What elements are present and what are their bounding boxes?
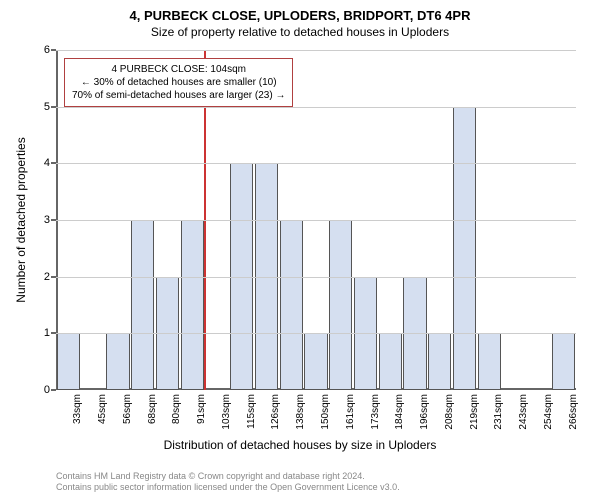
x-tick-label: 184sqm [394,394,405,430]
x-tick-label: 33sqm [72,394,83,424]
x-tick-label: 103sqm [221,394,232,430]
annotation-line1: 4 PURBECK CLOSE: 104sqm [72,63,285,76]
annotation-box: 4 PURBECK CLOSE: 104sqm ← 30% of detache… [64,58,293,107]
y-tick-mark [51,49,56,51]
x-tick-label: 231sqm [493,394,504,430]
y-axis-label: Number of detached properties [14,137,28,302]
x-tick-label: 45sqm [97,394,108,424]
y-tick-label: 4 [44,157,50,169]
x-tick-label: 115sqm [246,394,257,429]
x-tick-label: 219sqm [469,394,480,430]
x-tick-label: 173sqm [370,394,381,430]
y-tick-mark [51,389,56,391]
x-tick-label: 56sqm [122,394,133,424]
bar [478,333,501,390]
chart-container: 4, PURBECK CLOSE, UPLODERS, BRIDPORT, DT… [0,0,600,500]
grid-line [56,333,576,334]
grid-line [56,163,576,164]
x-tick-label: 126sqm [270,394,281,430]
chart-title-main: 4, PURBECK CLOSE, UPLODERS, BRIDPORT, DT… [0,0,600,23]
bar [280,220,303,390]
x-tick-label: 68sqm [147,394,158,424]
x-tick-label: 91sqm [196,394,207,424]
grid-line [56,277,576,278]
bar [552,333,575,390]
bar [304,333,327,390]
x-tick-label: 138sqm [295,394,306,430]
x-tick-label: 161sqm [345,394,356,430]
chart-title-sub: Size of property relative to detached ho… [0,23,600,39]
y-tick-label: 0 [44,384,50,396]
bar [428,333,451,390]
y-tick-mark [51,276,56,278]
bar [453,107,476,390]
x-tick-label: 208sqm [444,394,455,430]
grid-line [56,50,576,51]
footer-line2: Contains public sector information licen… [56,482,400,494]
x-tick-label: 150sqm [320,394,331,430]
y-tick-label: 6 [44,44,50,56]
x-tick-label: 80sqm [171,394,182,424]
bar [379,333,402,390]
y-tick-label: 5 [44,101,50,113]
grid-line [56,107,576,108]
bar [131,220,154,390]
y-tick-mark [51,332,56,334]
y-tick-label: 3 [44,214,50,226]
y-tick-label: 1 [44,327,50,339]
y-tick-mark [51,219,56,221]
grid-line [56,220,576,221]
x-tick-label: 196sqm [419,394,430,430]
x-tick-label: 266sqm [568,394,579,430]
annotation-line3: 70% of semi-detached houses are larger (… [72,89,285,102]
y-tick-mark [51,162,56,164]
y-tick-label: 2 [44,271,50,283]
bar [181,220,204,390]
plot-area: 4 PURBECK CLOSE: 104sqm ← 30% of detache… [56,50,576,390]
bar [329,220,352,390]
x-tick-label: 243sqm [518,394,529,430]
y-tick-mark [51,106,56,108]
x-axis-label: Distribution of detached houses by size … [0,438,600,452]
annotation-line2: ← 30% of detached houses are smaller (10… [72,76,285,89]
bar [57,333,80,390]
x-tick-label: 254sqm [543,394,554,430]
footer-text: Contains HM Land Registry data © Crown c… [56,471,400,494]
footer-line1: Contains HM Land Registry data © Crown c… [56,471,400,483]
bar [106,333,129,390]
